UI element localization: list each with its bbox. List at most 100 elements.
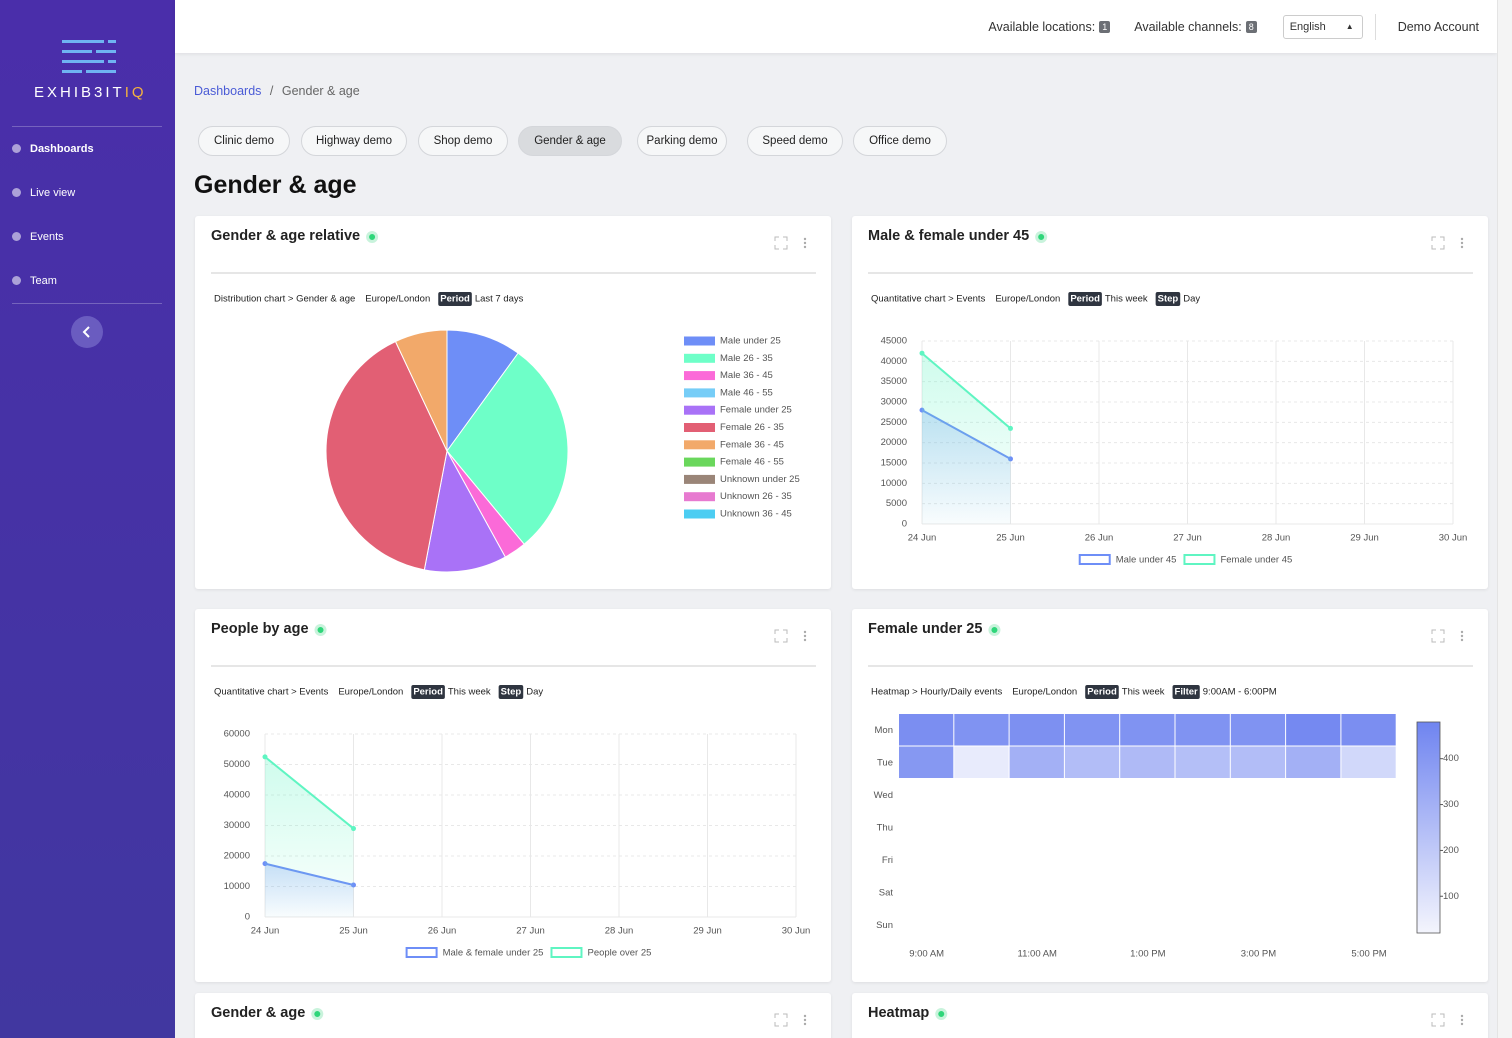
breadcrumb-current: Gender & age [281,84,360,98]
meta-text: Europe/London [995,294,1060,305]
y-tick-label: 20000 [881,437,907,448]
account[interactable]: Demo Account [1397,19,1479,34]
expand-icon[interactable] [774,629,788,643]
y-tick-label: 30000 [881,397,907,408]
expand-icon[interactable] [1431,629,1445,643]
x-tick-label: 24 Jun [251,926,280,937]
channels-label: Available channels: [1134,19,1242,34]
nav-item[interactable]: Events [12,231,64,243]
y-tick-label: 35000 [881,376,907,387]
tab[interactable]: Shop demo [418,126,508,156]
expand-icon[interactable] [774,236,788,250]
breadcrumb-link[interactable]: Dashboards [194,84,262,98]
y-tick-label: 10000 [881,478,907,489]
row-label: Tue [877,757,893,768]
legend-label: Female 26 - 35 [720,422,784,433]
legend-swatch [684,440,715,450]
color-scale [1416,721,1441,934]
locations-label: Available locations: [988,19,1096,34]
series-line [921,352,1012,430]
tab[interactable]: Speed demo [747,126,843,156]
expand-icon[interactable] [1431,1013,1445,1027]
badge [498,685,524,699]
chart: Female under 25 Heatmap > Hourly/Daily ev… [868,621,1473,960]
divider [1374,13,1376,40]
badge-text: This week [1105,294,1148,305]
tab[interactable]: Office demo [853,126,947,156]
menu-dot [1460,634,1464,638]
tab[interactable]: Gender & age [518,126,622,156]
y-tick-label: 30000 [224,820,250,831]
legend-swatch [684,353,715,363]
legend-swatch [405,947,438,958]
x-tick-label: 28 Jun [605,926,634,937]
menu-dot [1460,237,1464,241]
meta-text: Heatmap > Hourly/Daily events [871,687,1002,698]
badge-text: This week [1122,687,1165,698]
chart: Gender & age [211,1005,807,1027]
legend-label: Female 36 - 45 [720,439,784,450]
y-tick-label: 40000 [881,356,907,367]
chart-card: Male & female under 45 Quantitative chart… [852,216,1488,589]
pie-slice [325,340,448,571]
language-select[interactable]: English ▲︎ [1282,14,1363,39]
tab[interactable]: Highway demo [301,126,407,156]
logo-main: EXHIB3IT [34,84,125,101]
collapse-button[interactable] [71,316,103,348]
row-label: Sun [876,920,893,931]
x-tick-label: 29 Jun [1350,533,1379,544]
chart-card: People by age Quantitative chart > Events… [195,609,831,982]
scale-tick-label: 100 [1443,891,1459,902]
divider [12,126,162,127]
badge-label: Filter [1175,687,1199,698]
status-dot [935,1008,948,1020]
badge-text: This week [448,687,491,698]
y-tick-label: 45000 [881,336,907,347]
legend-label: Male 26 - 35 [720,353,773,364]
badge [411,685,445,699]
status-dot [311,1008,324,1020]
tab[interactable]: Parking demo [637,126,727,156]
row-label: Fri [882,855,893,866]
series-area [922,353,1011,524]
nav-icon [12,276,21,285]
menu-dot [1460,638,1464,642]
heat-cell [1230,746,1286,778]
nav-label: Events [30,231,64,243]
legend-label: Unknown 26 - 35 [720,491,792,502]
legend-swatch [684,509,715,519]
x-tick-label: 25 Jun [996,533,1025,544]
x-tick-label: 30 Jun [1439,533,1468,544]
legend-swatch [684,474,715,484]
y-tick-label: 5000 [886,498,907,509]
x-tick-label: 28 Jun [1262,533,1291,544]
heat-cell [1175,714,1230,746]
x-tick-label: 24 Jun [908,533,937,544]
menu-dot [1460,1014,1464,1018]
badge [438,292,472,306]
nav-item[interactable]: Dashboards [12,143,94,155]
nav-item[interactable]: Live view [12,187,75,199]
locations-count: 1 [1099,20,1111,33]
y-tick-label: 15000 [881,458,907,469]
expand-icon[interactable] [774,1013,788,1027]
column-label: 5:00 PM [1351,949,1386,960]
row-label: Mon [875,725,893,736]
column-label: 9:00 AM [909,949,944,960]
meta-text: Quantitative chart > Events [871,294,986,305]
badge-label: Period [413,687,443,698]
series-line [264,756,355,830]
badge-text: Day [526,687,543,698]
heat-cell [899,714,954,746]
y-tick-label: 0 [902,519,907,530]
expand-icon[interactable] [1431,236,1445,250]
nav-item[interactable]: Team [12,275,57,287]
y-tick-label: 60000 [224,729,250,740]
meta-text: Europe/London [365,294,430,305]
badge [1172,685,1200,699]
nav-icon [12,188,21,197]
legend-swatch [684,423,715,432]
channels-count: 8 [1245,20,1257,33]
legend-swatch [684,457,715,467]
tab[interactable]: Clinic demo [198,126,290,156]
